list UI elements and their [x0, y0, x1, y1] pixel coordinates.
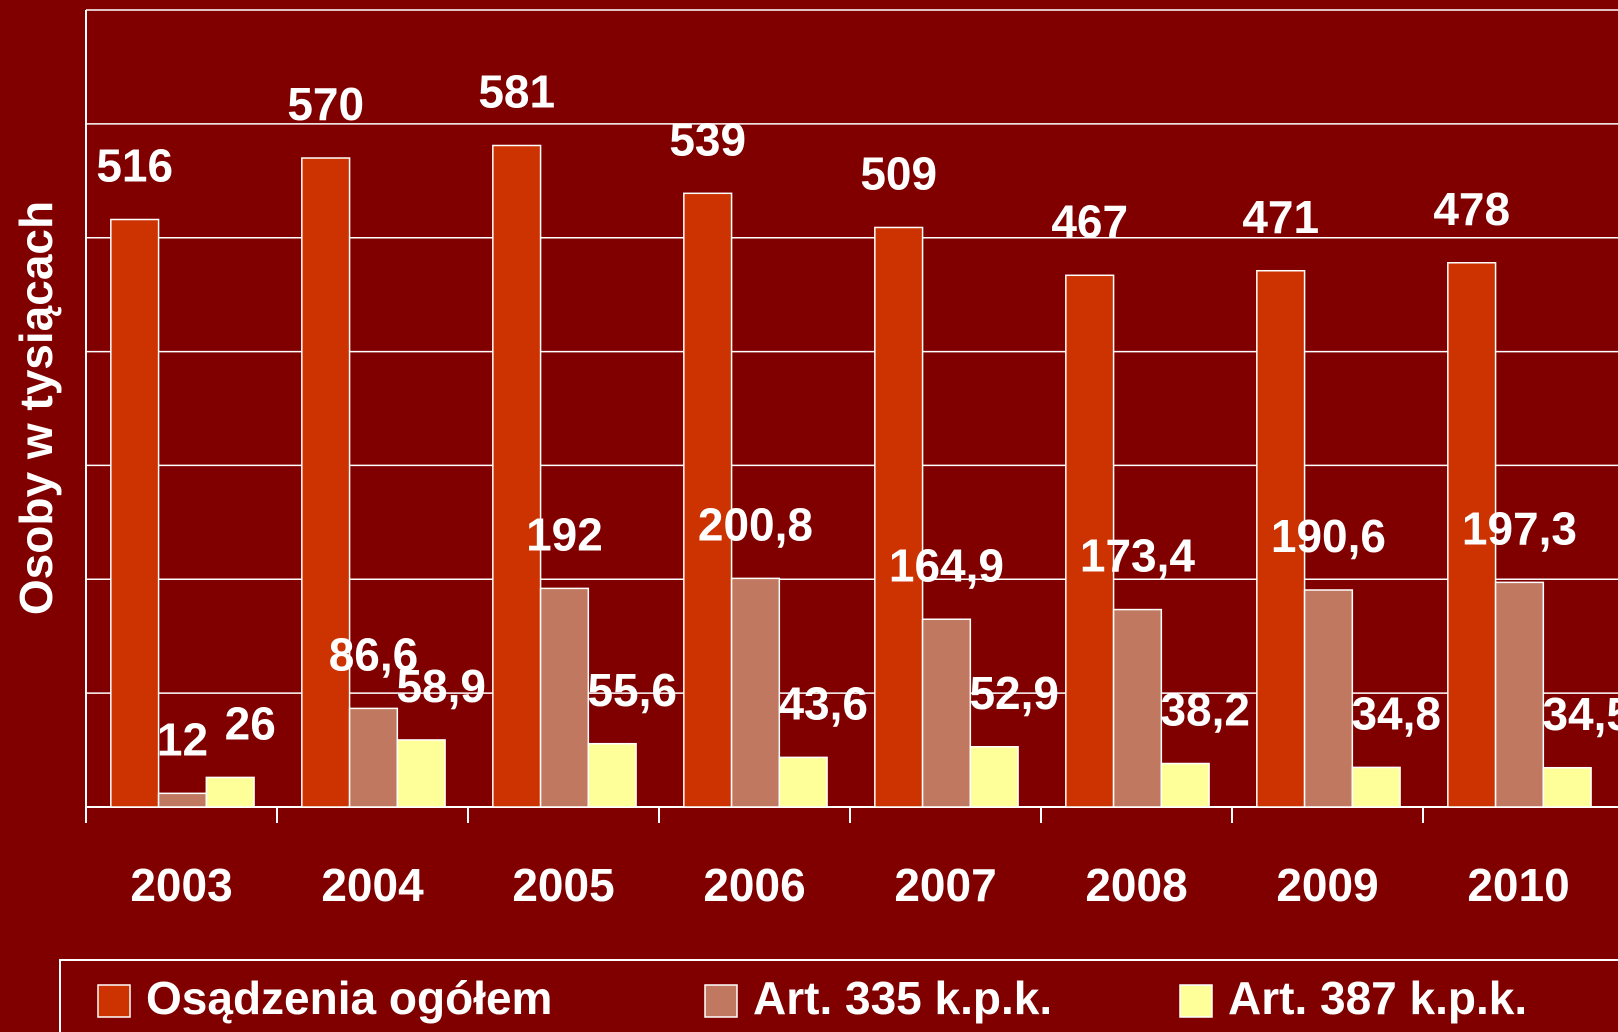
bar — [778, 756, 828, 808]
data-label: 478 — [1433, 183, 1510, 235]
data-label: 38,2 — [1160, 684, 1250, 736]
data-label: 539 — [669, 113, 746, 165]
legend-label: Osądzenia ogółem — [146, 972, 552, 1024]
bar — [921, 618, 972, 808]
bar — [492, 144, 542, 808]
bar — [1256, 269, 1306, 808]
bar — [587, 742, 637, 808]
data-label: 467 — [1051, 195, 1128, 247]
data-label: 197,3 — [1462, 503, 1577, 555]
data-label: 52,9 — [969, 667, 1059, 719]
data-label: 471 — [1242, 191, 1319, 243]
bar — [157, 792, 208, 808]
legend-swatch — [704, 984, 738, 1018]
bar — [205, 776, 255, 808]
data-label: 55,6 — [587, 664, 677, 716]
x-tick-label: 2006 — [703, 859, 805, 911]
x-tick-label: 2005 — [512, 859, 614, 911]
bar — [730, 577, 781, 808]
data-label: 509 — [860, 148, 937, 200]
data-label: 516 — [96, 140, 173, 192]
bar — [969, 746, 1019, 808]
x-tick-label: 2003 — [130, 859, 232, 911]
bar — [396, 739, 446, 808]
data-label: 34,8 — [1351, 688, 1441, 740]
bar — [1351, 766, 1401, 808]
legend-swatch — [1179, 984, 1213, 1018]
data-label: 190,6 — [1271, 510, 1386, 562]
data-label: 43,6 — [778, 678, 868, 730]
data-label: 192 — [526, 509, 603, 561]
bar — [110, 218, 160, 808]
bar — [539, 587, 590, 808]
data-label: 581 — [478, 66, 555, 118]
x-tick-label: 2007 — [894, 859, 996, 911]
bar — [301, 157, 351, 808]
bar — [1447, 262, 1497, 808]
data-label: 26 — [225, 698, 276, 750]
bar — [874, 226, 924, 808]
bar — [348, 707, 399, 808]
data-label: 12 — [157, 713, 208, 765]
bar — [1542, 766, 1592, 808]
data-label: 570 — [287, 78, 364, 130]
data-label: 58,9 — [396, 660, 486, 712]
bar — [1065, 274, 1115, 808]
x-tick-label: 2009 — [1276, 859, 1378, 911]
legend-label: Art. 335 k.p.k. — [753, 972, 1052, 1024]
bar — [1303, 589, 1354, 808]
bar — [1112, 608, 1163, 808]
bar — [1494, 581, 1545, 808]
legend-box — [59, 959, 1618, 1032]
bar — [1160, 762, 1210, 808]
legend-swatch — [97, 984, 131, 1018]
x-tick-label: 2004 — [321, 859, 424, 911]
x-tick-label: 2010 — [1467, 859, 1569, 911]
data-label: 173,4 — [1080, 530, 1196, 582]
data-label: 164,9 — [889, 539, 1004, 591]
y-axis-label: Osoby w tysiącach — [10, 201, 62, 615]
bar — [683, 192, 733, 808]
x-tick-label: 2008 — [1085, 859, 1187, 911]
data-label: 86,6 — [329, 629, 419, 681]
data-label: 200,8 — [698, 499, 813, 551]
data-label: 34,5 — [1542, 688, 1618, 740]
legend-label: Art. 387 k.p.k. — [1228, 972, 1527, 1024]
